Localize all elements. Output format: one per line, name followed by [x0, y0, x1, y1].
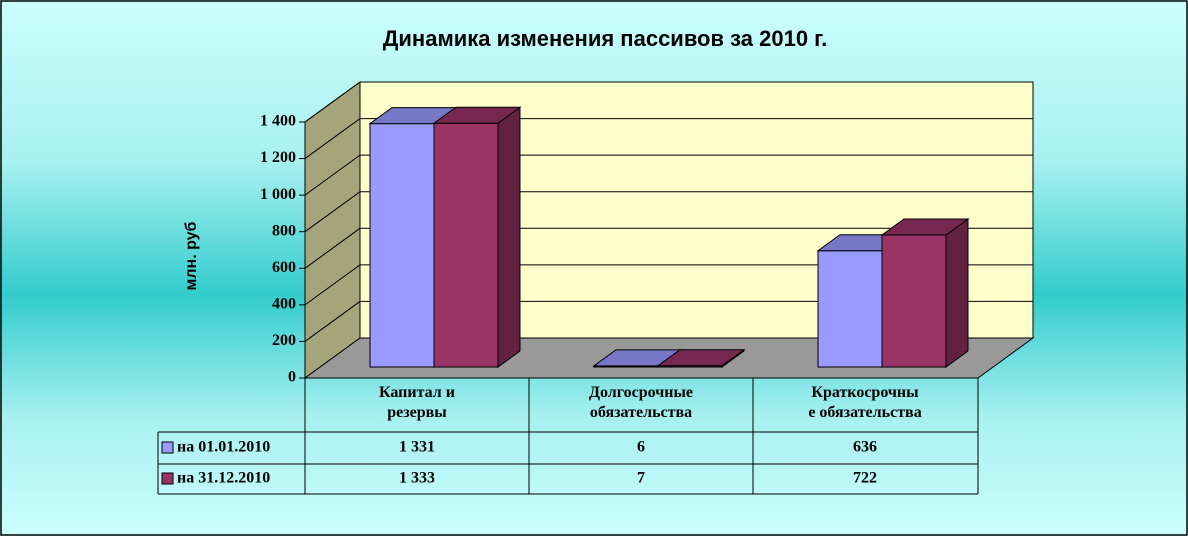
legend-marker	[161, 472, 174, 485]
x-tick-label: Краткосрочны е обязательства	[808, 384, 922, 421]
value-label: 6	[637, 439, 645, 456]
grid-line	[304, 191, 1033, 233]
y-tick-label: 0	[288, 369, 296, 386]
value-label: 7	[637, 470, 645, 487]
value-label: 636	[853, 439, 877, 456]
y-tick-label: 600	[272, 259, 296, 276]
value-label: 1 333	[399, 470, 435, 487]
bar-front	[433, 122, 499, 368]
grid-line	[304, 81, 1033, 123]
legend-label: на 01.01.2010	[177, 439, 270, 456]
bar-front	[817, 250, 883, 368]
y-tick-label: 1 400	[260, 113, 296, 130]
bar-top	[880, 218, 970, 236]
y-axis-label: млн. руб	[183, 221, 200, 290]
y-tick-label: 400	[272, 296, 296, 313]
bar-top	[432, 106, 522, 124]
legend-marker	[161, 441, 174, 454]
x-tick-label: Капитал и резервы	[378, 384, 455, 421]
bar-side	[497, 106, 521, 368]
grid-line	[304, 264, 1033, 306]
y-tick-label: 800	[272, 222, 296, 239]
chart-title: Динамика изменения пассивов за 2010 г.	[383, 26, 828, 51]
bar	[656, 348, 746, 368]
legend-label: на 31.12.2010	[177, 470, 270, 487]
bar-front	[369, 123, 435, 368]
y-tick-label: 1 000	[260, 186, 296, 203]
bar-front	[881, 234, 947, 368]
y-tick-label: 1 200	[260, 149, 296, 166]
bar	[880, 217, 970, 368]
value-label: 722	[853, 470, 877, 487]
y-tick-label: 200	[272, 332, 296, 349]
grid-line	[304, 154, 1033, 196]
value-label: 1 331	[399, 439, 435, 456]
grid-line	[304, 118, 1033, 159]
x-tick-label: Долгосрочные обязательства	[588, 384, 694, 421]
bar-top	[656, 349, 746, 367]
grid-line	[304, 227, 1033, 269]
bar-side	[945, 217, 969, 368]
bar	[432, 106, 522, 368]
side-wall	[304, 81, 361, 379]
grid-line	[304, 300, 1033, 342]
